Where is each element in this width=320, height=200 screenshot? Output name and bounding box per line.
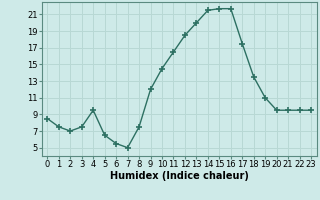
X-axis label: Humidex (Indice chaleur): Humidex (Indice chaleur)	[110, 171, 249, 181]
